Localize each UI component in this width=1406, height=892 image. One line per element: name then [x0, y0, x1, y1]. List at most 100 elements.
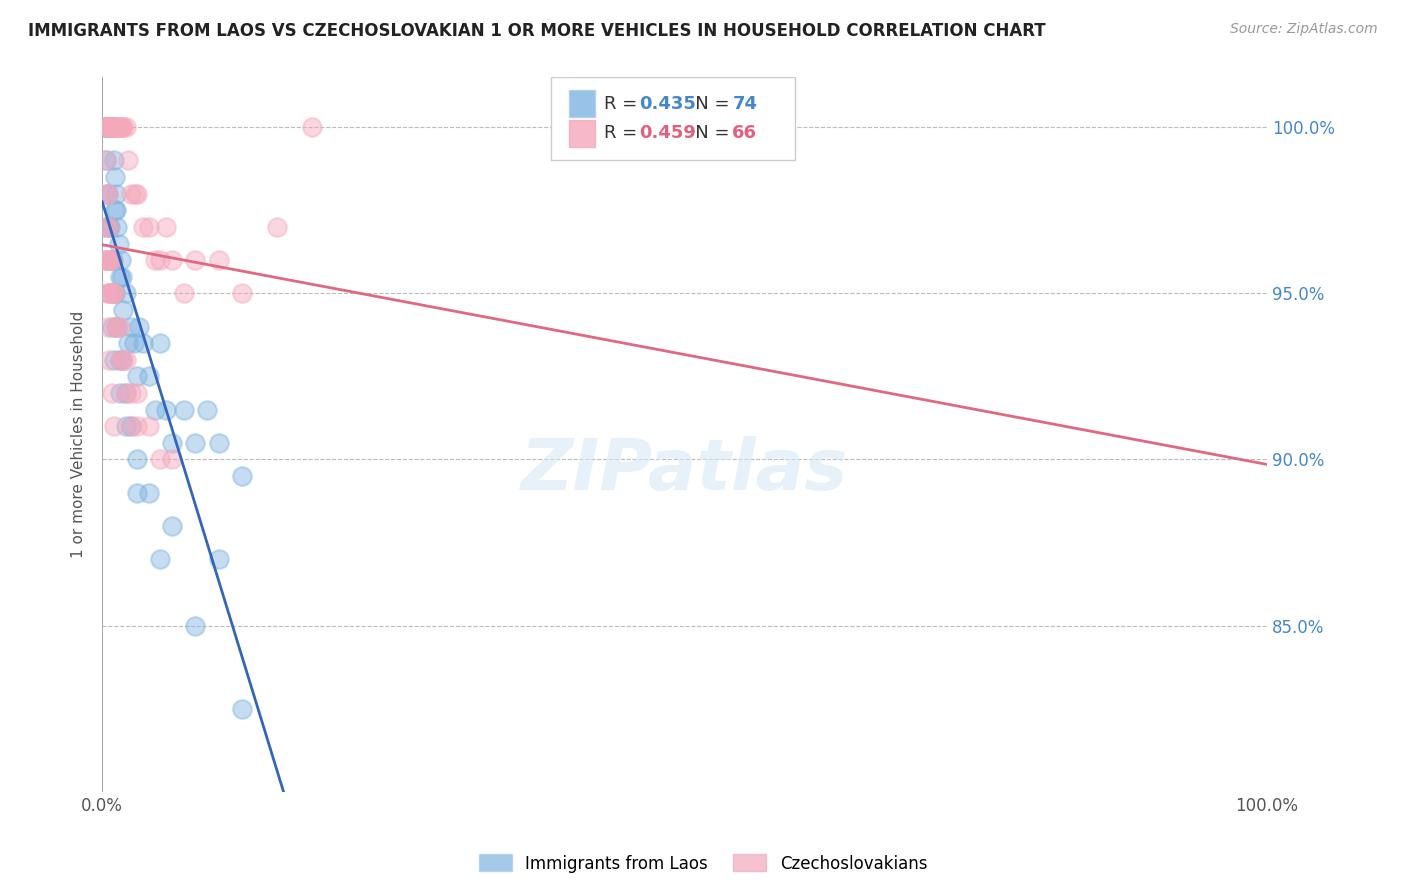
Point: [103, 153, 125, 168]
Point: [97, 120, 120, 135]
Text: Source: ZipAtlas.com: Source: ZipAtlas.com: [1230, 22, 1378, 37]
Point: [98, 219, 121, 234]
Point: [231, 701, 253, 715]
Point: [96, 120, 118, 135]
Point: [160, 519, 183, 533]
Point: [266, 219, 288, 234]
Point: [143, 253, 166, 268]
Point: [208, 552, 231, 566]
Point: [120, 386, 142, 401]
Point: [101, 120, 124, 135]
Point: [103, 120, 125, 135]
Point: [231, 469, 253, 483]
Point: [101, 286, 124, 301]
Point: [100, 120, 122, 135]
Point: [96, 253, 118, 268]
Point: [103, 120, 125, 135]
Text: ZIPatlas: ZIPatlas: [520, 436, 848, 505]
Text: N =: N =: [678, 125, 735, 143]
Point: [114, 120, 136, 135]
FancyBboxPatch shape: [569, 90, 595, 117]
Point: [143, 402, 166, 417]
Point: [155, 219, 177, 234]
Point: [97, 120, 120, 135]
Text: 0.459: 0.459: [640, 125, 696, 143]
Point: [138, 369, 160, 384]
Point: [98, 219, 121, 234]
Point: [98, 352, 121, 367]
Point: [122, 336, 145, 351]
Point: [110, 120, 132, 135]
Point: [98, 120, 121, 135]
Point: [120, 319, 142, 334]
Point: [105, 319, 128, 334]
Point: [97, 253, 120, 268]
Point: [100, 253, 122, 268]
Point: [128, 319, 150, 334]
Point: [108, 386, 131, 401]
Point: [184, 253, 207, 268]
Point: [111, 120, 134, 135]
Point: [127, 452, 149, 467]
Legend: Immigrants from Laos, Czechoslovakians: Immigrants from Laos, Czechoslovakians: [472, 847, 934, 880]
Point: [108, 269, 131, 284]
Point: [98, 120, 121, 135]
Point: [149, 552, 172, 566]
Point: [100, 386, 122, 401]
Point: [98, 286, 121, 301]
Point: [98, 120, 121, 135]
Point: [112, 120, 135, 135]
Point: [97, 186, 120, 201]
Point: [103, 286, 125, 301]
Point: [104, 286, 127, 301]
Point: [100, 319, 122, 334]
FancyBboxPatch shape: [569, 120, 595, 147]
Point: [149, 336, 172, 351]
Point: [94, 120, 117, 135]
Text: 74: 74: [733, 95, 758, 112]
Point: [155, 402, 177, 417]
Point: [96, 186, 118, 201]
Text: 66: 66: [733, 125, 758, 143]
Point: [96, 120, 118, 135]
Point: [105, 319, 128, 334]
Point: [105, 219, 128, 234]
Point: [101, 120, 124, 135]
Point: [111, 352, 134, 367]
Point: [138, 419, 160, 434]
Point: [98, 253, 121, 268]
Point: [105, 120, 128, 135]
Point: [108, 352, 131, 367]
Point: [110, 352, 132, 367]
Point: [112, 303, 135, 318]
Point: [138, 485, 160, 500]
FancyBboxPatch shape: [551, 78, 796, 160]
Point: [105, 203, 128, 218]
Point: [301, 120, 323, 135]
Point: [127, 386, 149, 401]
Point: [100, 120, 122, 135]
Text: R =: R =: [605, 125, 643, 143]
Point: [110, 253, 132, 268]
Point: [94, 120, 117, 135]
Point: [97, 319, 120, 334]
Text: N =: N =: [678, 95, 735, 112]
Point: [98, 120, 121, 135]
Point: [104, 170, 127, 185]
Point: [114, 352, 136, 367]
Point: [94, 253, 117, 268]
Point: [105, 319, 128, 334]
Point: [105, 120, 128, 135]
Text: IMMIGRANTS FROM LAOS VS CZECHOSLOVAKIAN 1 OR MORE VEHICLES IN HOUSEHOLD CORRELAT: IMMIGRANTS FROM LAOS VS CZECHOSLOVAKIAN …: [28, 22, 1046, 40]
Point: [114, 386, 136, 401]
Text: 0.435: 0.435: [640, 95, 696, 112]
Point: [94, 153, 117, 168]
Point: [101, 120, 124, 135]
Point: [100, 120, 122, 135]
Point: [124, 186, 146, 201]
Point: [101, 286, 124, 301]
Point: [94, 153, 117, 168]
Point: [103, 352, 125, 367]
Point: [112, 352, 135, 367]
Point: [120, 186, 142, 201]
